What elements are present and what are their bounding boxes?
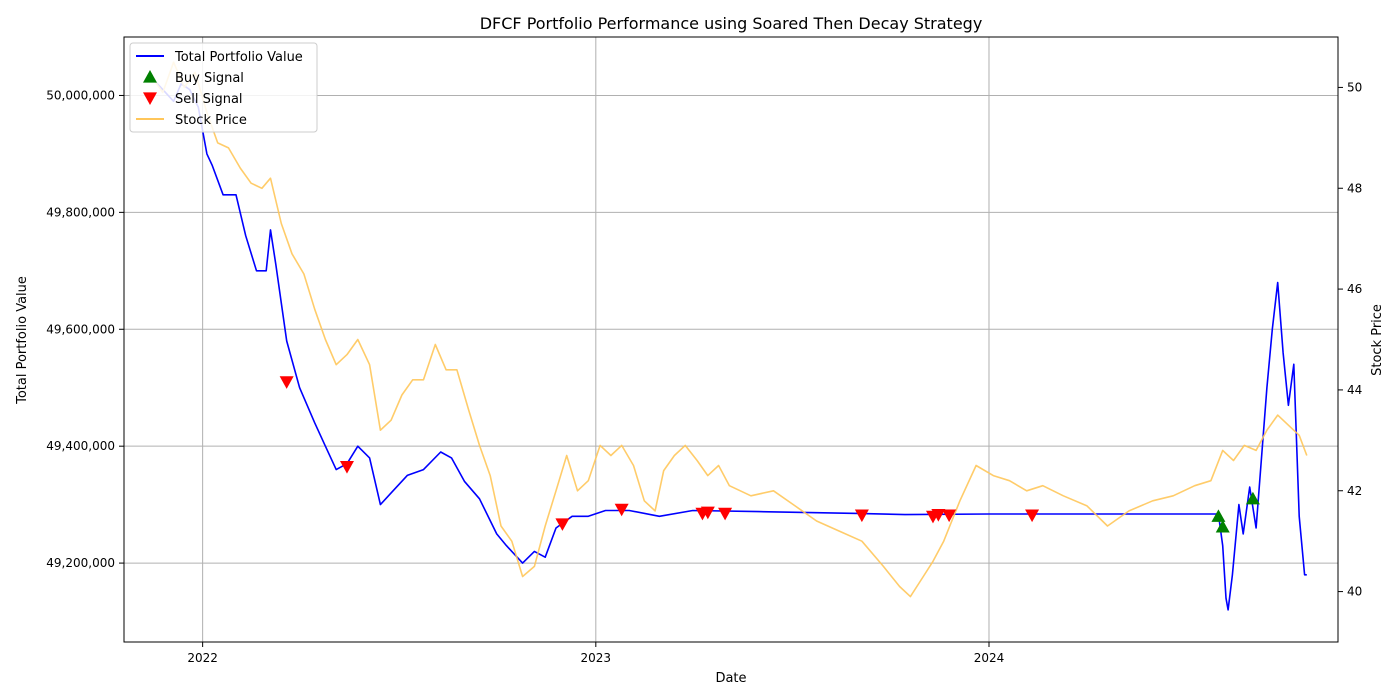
- legend-label: Buy Signal: [175, 71, 244, 86]
- sell-signal-marker: [1025, 509, 1040, 523]
- legend-marker-swatch: [143, 70, 157, 83]
- chart-title: DFCF Portfolio Performance using Soared …: [480, 14, 983, 33]
- y2-tick-label: 40: [1347, 585, 1362, 599]
- y-tick-label: 49,200,000: [46, 556, 115, 570]
- sell-signal-marker: [279, 376, 294, 389]
- sell-signal-marker: [942, 509, 957, 523]
- y2-tick-label: 44: [1347, 383, 1362, 397]
- sell-signal-marker: [339, 461, 354, 474]
- y-axis-right: 40 42 44 46 48 50: [1338, 80, 1362, 599]
- buy-signal-marker: [1211, 509, 1226, 522]
- y-tick-label: 49,800,000: [46, 205, 115, 219]
- x-tick-label: 2024: [974, 651, 1005, 665]
- legend-marker-swatch: [143, 92, 157, 105]
- y-tick-label: 49,400,000: [46, 439, 115, 453]
- y2-tick-label: 50: [1347, 80, 1362, 94]
- sell-signal-marker: [555, 518, 570, 531]
- sell-signal-marker: [854, 509, 869, 523]
- portfolio-value-line: [151, 77, 1307, 611]
- stock-price-line: [151, 61, 1308, 598]
- legend-label: Total Portfolio Value: [174, 50, 303, 65]
- y2-tick-label: 42: [1347, 484, 1362, 498]
- grid: [124, 37, 1338, 642]
- plot-area: [151, 61, 1308, 611]
- legend: Total Portfolio Value Buy Signal Sell Sign…: [129, 42, 318, 133]
- x-tick-label: 2023: [581, 651, 612, 665]
- sell-signal-marker: [718, 507, 733, 521]
- y2-axis-label: Stock Price: [1370, 304, 1385, 376]
- y-axis-left: 49,200,000 49,400,000 49,600,000 49,800,000…: [46, 88, 124, 570]
- sell-signal-marker: [931, 508, 946, 522]
- sell-signal-marker: [700, 506, 715, 520]
- sell-signal-marker: [614, 503, 629, 517]
- plot-frame: [123, 36, 1339, 643]
- legend-box: [129, 42, 318, 133]
- y-tick-label: 50,000,000: [46, 88, 115, 102]
- buy-signal-marker: [1245, 491, 1260, 505]
- buy-signal-marker: [1215, 519, 1230, 533]
- x-axis: 2022 2023 2024: [187, 642, 1004, 665]
- y2-tick-label: 46: [1347, 282, 1362, 296]
- legend-label: Stock Price: [175, 113, 247, 128]
- x-tick-label: 2022: [187, 651, 218, 665]
- legend-label: Sell Signal: [175, 92, 243, 107]
- y-tick-label: 49,600,000: [46, 322, 115, 336]
- x-axis-label: Date: [715, 671, 746, 686]
- y-axis-label: Total Portfolio Value: [15, 276, 30, 405]
- y2-tick-label: 48: [1347, 181, 1362, 195]
